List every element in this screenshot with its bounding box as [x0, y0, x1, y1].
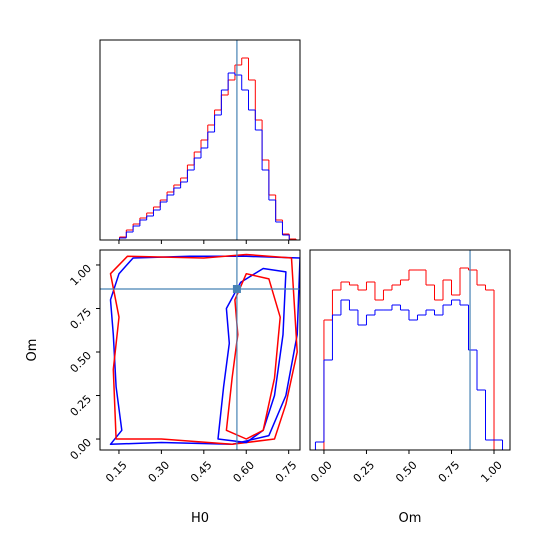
- x-axis-label: Om: [399, 511, 422, 526]
- axes-frame: [99, 249, 301, 451]
- x-tick-label: 0.75: [273, 459, 300, 486]
- axes-frame: [309, 249, 511, 451]
- y-tick-label: 1.00: [68, 262, 95, 289]
- x-tick-label: 0.00: [308, 459, 335, 486]
- x-tick-label: 0.75: [436, 459, 463, 486]
- x-tick-label: 1.00: [478, 459, 505, 486]
- x-tick-label: 0.25: [351, 459, 378, 486]
- truth-point: [232, 284, 241, 293]
- x-tick-label: 0.45: [188, 459, 215, 486]
- x-tick-label: 0.60: [231, 459, 258, 486]
- y-axis-label: Om: [25, 339, 40, 362]
- x-tick-label: 0.50: [393, 459, 420, 486]
- contour-line: [225, 272, 281, 440]
- histogram: [100, 57, 300, 240]
- axes-frame: [99, 39, 301, 241]
- contour-line: [109, 253, 298, 446]
- contours: [109, 253, 300, 446]
- y-tick-label: 0.50: [68, 349, 95, 376]
- x-tick-label: 0.30: [146, 459, 173, 486]
- histogram: [314, 267, 504, 450]
- contour-line: [109, 255, 300, 446]
- x-tick-label: 0.15: [103, 459, 130, 486]
- y-tick-label: 0.00: [68, 436, 95, 463]
- y-tick-label: 0.25: [68, 392, 95, 419]
- y-tick-label: 0.75: [68, 305, 95, 332]
- x-axis-label: H0: [191, 511, 209, 526]
